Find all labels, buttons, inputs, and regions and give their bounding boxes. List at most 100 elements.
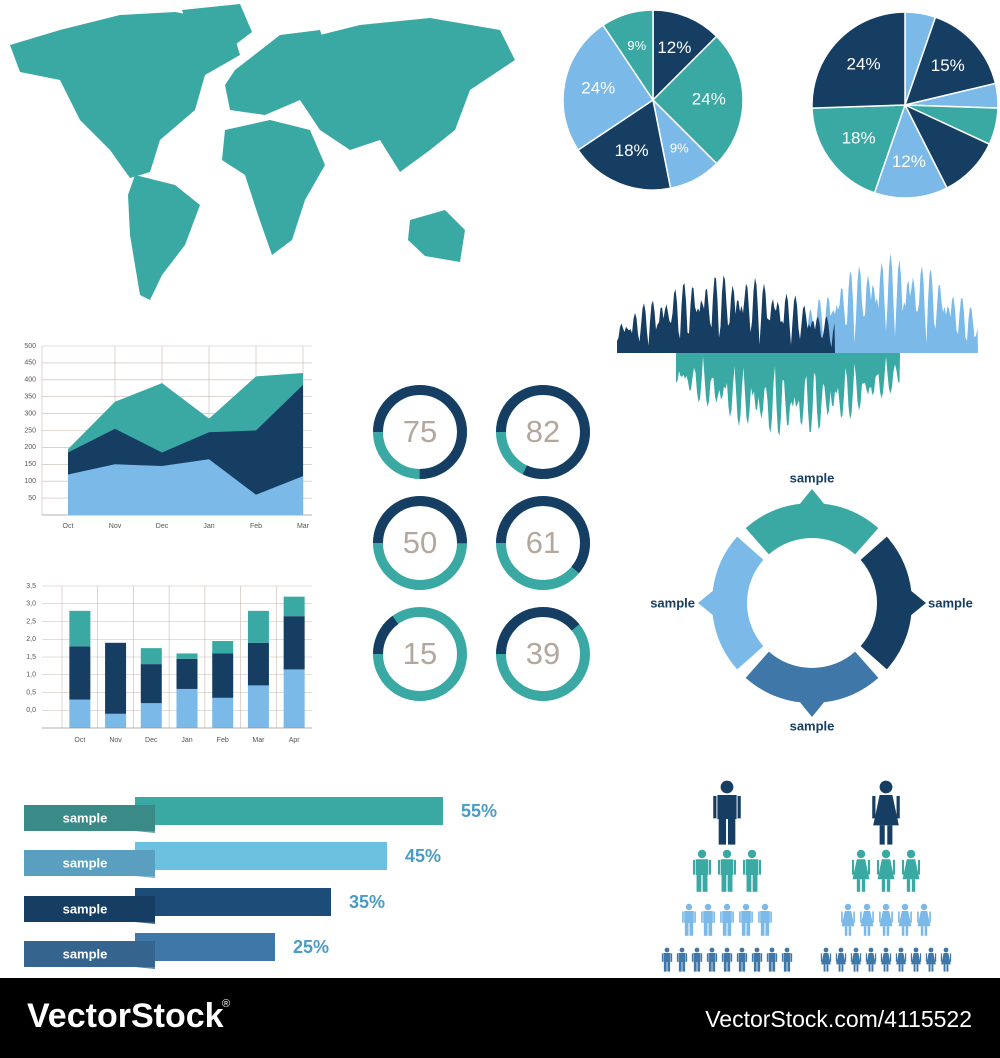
- person-head: [928, 947, 934, 953]
- person-arm: [910, 911, 912, 923]
- person-torso: [738, 953, 746, 962]
- gauge-arc: [496, 496, 590, 590]
- person-arm: [708, 859, 712, 875]
- person-icon: [879, 903, 893, 936]
- person-arm: [829, 953, 832, 962]
- person-icon: [841, 903, 855, 936]
- person-leg: [757, 962, 761, 972]
- person-torso: [693, 953, 701, 962]
- pie-slice: [811, 11, 906, 109]
- person-leg: [708, 923, 713, 936]
- bar-category: sample: [63, 810, 108, 825]
- person-arm: [891, 911, 893, 923]
- person-arm: [872, 911, 874, 923]
- person-arm: [721, 953, 724, 962]
- person-leg: [741, 923, 746, 936]
- person-torso: [663, 953, 671, 962]
- person-head: [685, 903, 693, 911]
- person-icon: [758, 903, 772, 936]
- person-leg: [943, 964, 946, 972]
- person-head: [856, 849, 866, 859]
- y-tick-label: 350: [24, 394, 36, 401]
- bar-segment: [140, 648, 162, 665]
- bar-category: sample: [63, 946, 108, 961]
- x-tick-label: Feb: [250, 523, 262, 530]
- person-dress: [941, 953, 951, 965]
- person-arm: [917, 859, 921, 875]
- person-arm: [701, 911, 703, 923]
- person-arm: [889, 953, 892, 962]
- person-leg: [722, 923, 727, 936]
- person-head: [679, 947, 685, 953]
- person-leg: [727, 923, 732, 936]
- person-leg: [867, 926, 871, 936]
- y-tick-label: 500: [24, 343, 36, 350]
- person-icon: [895, 947, 907, 972]
- person-head: [943, 947, 949, 953]
- person-arm: [775, 953, 778, 962]
- person-head: [784, 947, 790, 953]
- person-head: [913, 947, 919, 953]
- person-arm: [706, 953, 709, 962]
- person-icon: [739, 903, 753, 936]
- person-leg: [931, 964, 934, 972]
- person-head: [920, 903, 928, 911]
- x-tick-label: Oct: [74, 737, 85, 744]
- person-icon: [850, 947, 862, 972]
- person-leg: [746, 875, 752, 892]
- gauge-value: 39: [526, 636, 560, 671]
- person-arm: [751, 911, 753, 923]
- x-tick-label: Nov: [109, 523, 122, 530]
- bar-segment: [212, 653, 234, 698]
- world-map: [10, 4, 515, 300]
- person-leg: [901, 926, 905, 936]
- person-dress: [860, 911, 874, 927]
- pie-slice: [577, 98, 672, 191]
- person-leg: [783, 962, 787, 972]
- bar-segment: [283, 596, 305, 617]
- person-arm: [700, 953, 703, 962]
- person-arm: [760, 953, 763, 962]
- person-leg: [702, 875, 708, 892]
- x-tick-label: Feb: [217, 737, 229, 744]
- pie-slice: [562, 24, 655, 152]
- gauge-arc: [496, 607, 590, 701]
- person-arm: [692, 859, 696, 875]
- person-torso: [695, 859, 709, 875]
- person-arm: [742, 859, 746, 875]
- person-icon: [713, 780, 741, 845]
- bar-segment: [69, 610, 91, 647]
- person-head: [898, 947, 904, 953]
- y-tick-label: 300: [24, 410, 36, 417]
- person-leg: [703, 923, 708, 936]
- person-leg: [697, 962, 701, 972]
- y-tick-label: 200: [24, 444, 36, 451]
- x-tick-label: Dec: [145, 737, 158, 744]
- person-icon: [865, 947, 877, 972]
- person-icon: [661, 947, 673, 972]
- person-arm: [898, 911, 900, 923]
- person-torso: [745, 859, 759, 875]
- person-arm: [940, 953, 943, 962]
- person-dress: [879, 911, 893, 927]
- person-leg: [905, 926, 909, 936]
- x-tick-label: Nov: [109, 737, 122, 744]
- person-icon: [851, 849, 871, 892]
- person-leg: [916, 964, 919, 972]
- person-leg: [906, 879, 911, 892]
- footer-mark: ®: [222, 998, 230, 1010]
- person-leg: [881, 879, 886, 892]
- person-torso: [741, 911, 751, 923]
- person-torso: [722, 911, 732, 923]
- person-head: [882, 903, 890, 911]
- person-icon: [876, 849, 896, 892]
- person-leg: [753, 962, 757, 972]
- person-leg: [708, 962, 712, 972]
- cycle-label: sample: [928, 595, 973, 610]
- person-torso: [720, 859, 734, 875]
- bar-segment: [69, 646, 91, 700]
- person-icon: [682, 903, 696, 936]
- person-arm: [901, 859, 905, 875]
- person-icon: [736, 947, 748, 972]
